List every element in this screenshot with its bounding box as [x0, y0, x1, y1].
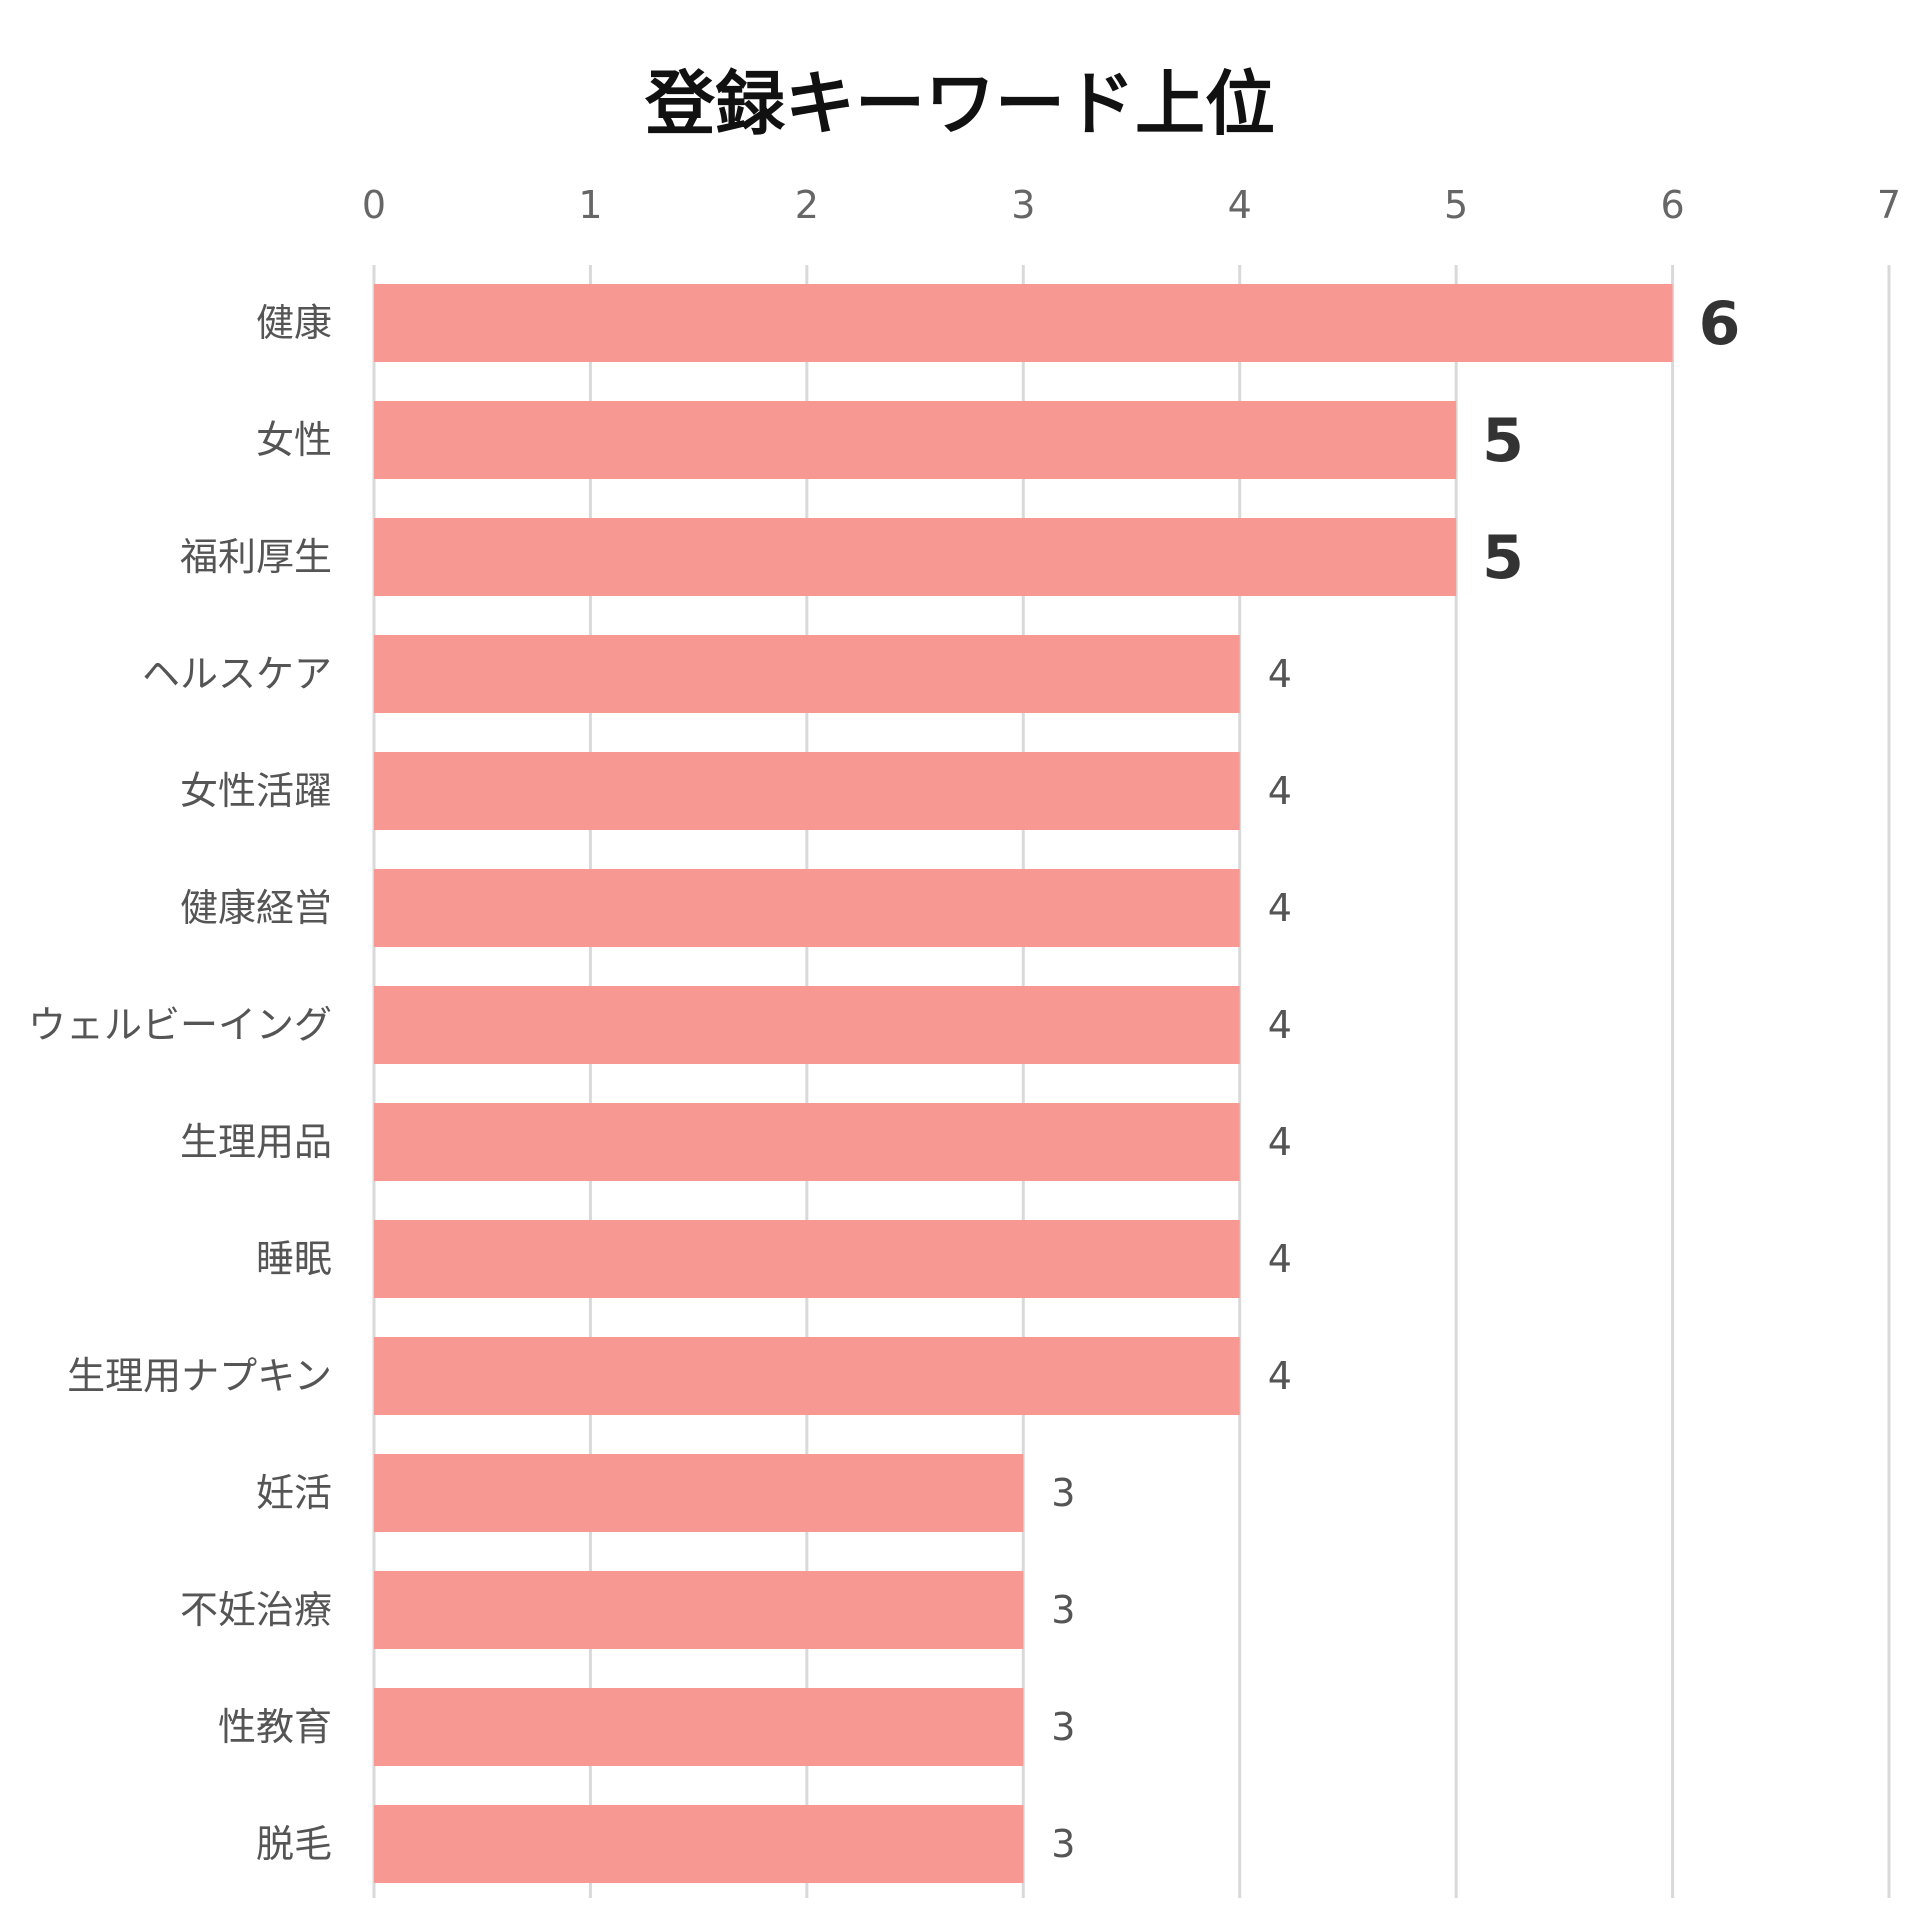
data-label: 4 — [1268, 1003, 1292, 1047]
bar — [374, 1103, 1240, 1181]
category-label: 健康 — [256, 301, 332, 345]
bar — [374, 1805, 1024, 1883]
data-label: 3 — [1051, 1705, 1075, 1749]
bar — [374, 986, 1240, 1064]
x-tick-label: 4 — [1228, 183, 1252, 227]
bar — [374, 752, 1240, 830]
category-label: 妊活 — [256, 1471, 332, 1515]
category-label: 生理用ナプキン — [67, 1354, 332, 1398]
x-tick-label: 5 — [1444, 183, 1468, 227]
data-label: 3 — [1051, 1471, 1075, 1515]
bar — [374, 1571, 1024, 1649]
data-label: 4 — [1268, 886, 1292, 930]
category-label: 睡眠 — [256, 1237, 332, 1281]
bar — [374, 1454, 1024, 1532]
category-label: 健康経営 — [180, 886, 332, 930]
data-label: 4 — [1268, 1120, 1292, 1164]
bar — [374, 518, 1457, 596]
data-label: 6 — [1699, 289, 1741, 359]
data-label: 3 — [1051, 1588, 1075, 1632]
data-label: 5 — [1482, 406, 1524, 476]
x-tick-label: 6 — [1660, 183, 1684, 227]
bar — [374, 635, 1240, 713]
bar — [374, 401, 1457, 479]
chart-title: 登録キーワード上位 — [645, 63, 1275, 145]
x-tick-label: 7 — [1877, 183, 1901, 227]
data-label: 3 — [1051, 1822, 1075, 1866]
category-label: 女性活躍 — [180, 769, 332, 813]
x-tick-label: 2 — [795, 183, 819, 227]
category-label: 脱毛 — [256, 1822, 332, 1866]
category-label: 福利厚生 — [180, 535, 332, 579]
x-tick-label: 0 — [362, 183, 386, 227]
x-tick-label: 3 — [1011, 183, 1035, 227]
category-label: ウェルビーイング — [28, 1003, 332, 1047]
x-tick-label: 1 — [578, 183, 602, 227]
category-label: 性教育 — [218, 1705, 332, 1749]
category-label: 不妊治療 — [180, 1588, 332, 1632]
bar — [374, 1220, 1240, 1298]
data-label: 4 — [1268, 1354, 1292, 1398]
data-label: 5 — [1482, 523, 1524, 593]
data-label: 4 — [1268, 769, 1292, 813]
category-label: ヘルスケア — [142, 652, 332, 696]
category-label: 生理用品 — [180, 1120, 332, 1164]
data-label: 4 — [1268, 1237, 1292, 1281]
bar — [374, 1337, 1240, 1415]
category-label: 女性 — [256, 418, 332, 462]
bar — [374, 869, 1240, 947]
bar — [374, 1688, 1024, 1766]
bar — [374, 284, 1673, 362]
data-label: 4 — [1268, 652, 1292, 696]
